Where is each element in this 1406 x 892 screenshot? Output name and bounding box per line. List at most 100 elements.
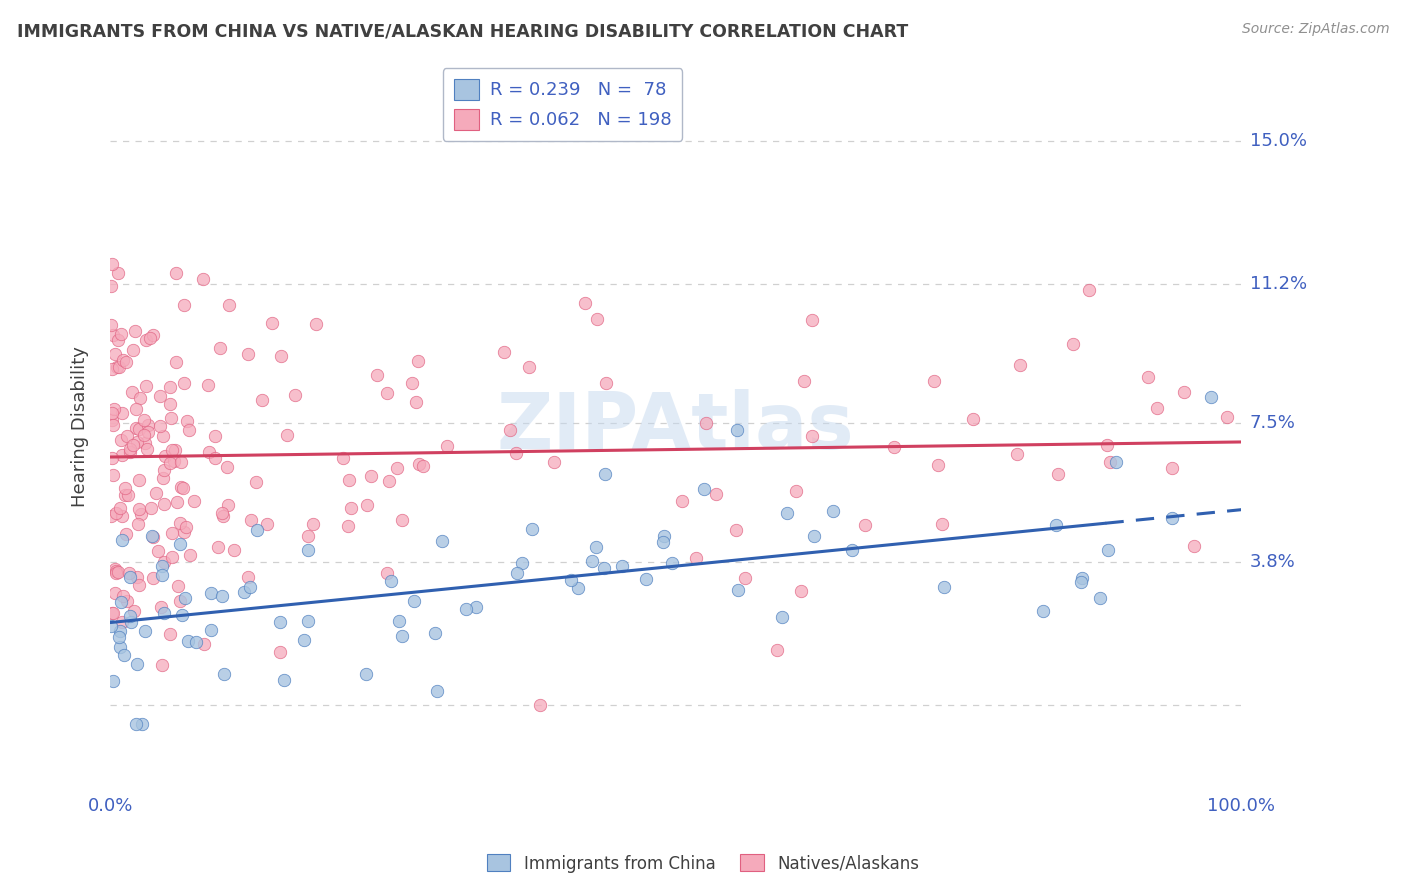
Text: Source: ZipAtlas.com: Source: ZipAtlas.com bbox=[1241, 22, 1389, 37]
Point bbox=[405, 395, 427, 409]
Point bbox=[135, 333, 157, 347]
Point bbox=[101, 606, 124, 620]
Point bbox=[104, 566, 127, 580]
Point bbox=[172, 481, 194, 495]
Point bbox=[212, 508, 235, 523]
Point bbox=[103, 467, 125, 482]
Point bbox=[121, 438, 143, 452]
Point bbox=[114, 527, 136, 541]
Point bbox=[179, 423, 201, 437]
Point bbox=[1078, 284, 1101, 298]
Point bbox=[1182, 539, 1205, 553]
Point bbox=[132, 413, 155, 427]
Point bbox=[1137, 370, 1160, 384]
Point bbox=[1046, 467, 1069, 481]
Point bbox=[1173, 384, 1195, 399]
Point bbox=[800, 428, 823, 442]
Point bbox=[169, 594, 191, 608]
Point bbox=[114, 481, 136, 495]
Point bbox=[152, 471, 174, 485]
Point bbox=[198, 445, 221, 459]
Point bbox=[385, 461, 408, 475]
Point bbox=[215, 460, 238, 475]
Point bbox=[127, 434, 149, 449]
Point bbox=[770, 610, 793, 624]
Point bbox=[191, 272, 214, 286]
Point bbox=[125, 570, 148, 584]
Point bbox=[153, 555, 176, 569]
Point bbox=[727, 582, 749, 597]
Point bbox=[734, 571, 756, 585]
Point bbox=[412, 458, 434, 473]
Point bbox=[104, 346, 127, 360]
Point bbox=[239, 580, 262, 594]
Text: 3.8%: 3.8% bbox=[1250, 553, 1295, 572]
Point bbox=[101, 362, 124, 376]
Point bbox=[236, 570, 259, 584]
Point bbox=[1161, 461, 1184, 475]
Legend: Immigrants from China, Natives/Alaskans: Immigrants from China, Natives/Alaskans bbox=[481, 847, 925, 880]
Point bbox=[107, 333, 129, 347]
Point bbox=[159, 380, 181, 394]
Point bbox=[132, 428, 155, 442]
Point bbox=[506, 566, 529, 580]
Point bbox=[110, 433, 132, 447]
Point bbox=[375, 566, 398, 580]
Point bbox=[148, 543, 170, 558]
Point bbox=[172, 608, 194, 623]
Point bbox=[356, 498, 378, 512]
Point bbox=[150, 600, 173, 615]
Point bbox=[853, 518, 876, 533]
Point bbox=[101, 257, 124, 271]
Point bbox=[927, 458, 949, 472]
Point bbox=[184, 635, 207, 649]
Point bbox=[105, 360, 128, 375]
Point bbox=[135, 442, 157, 457]
Point bbox=[105, 506, 128, 520]
Point bbox=[1071, 571, 1094, 585]
Point bbox=[207, 541, 229, 555]
Point bbox=[391, 629, 413, 643]
Point bbox=[111, 406, 134, 420]
Point bbox=[162, 454, 184, 468]
Point bbox=[339, 473, 361, 487]
Text: ZIPAtlas: ZIPAtlas bbox=[496, 389, 855, 465]
Point bbox=[337, 518, 360, 533]
Point bbox=[200, 586, 222, 600]
Point bbox=[173, 376, 195, 390]
Point bbox=[297, 528, 319, 542]
Point bbox=[211, 506, 233, 520]
Point bbox=[1097, 542, 1119, 557]
Point bbox=[145, 486, 167, 500]
Point bbox=[200, 623, 222, 637]
Point bbox=[1146, 401, 1168, 415]
Text: IMMIGRANTS FROM CHINA VS NATIVE/ALASKAN HEARING DISABILITY CORRELATION CHART: IMMIGRANTS FROM CHINA VS NATIVE/ALASKAN … bbox=[17, 22, 908, 40]
Point bbox=[103, 401, 125, 416]
Point bbox=[1032, 604, 1054, 618]
Point bbox=[522, 522, 544, 536]
Point bbox=[1062, 337, 1084, 351]
Point bbox=[1045, 517, 1067, 532]
Point bbox=[141, 501, 163, 516]
Point bbox=[519, 360, 541, 375]
Point bbox=[141, 529, 163, 543]
Point bbox=[150, 657, 173, 672]
Point bbox=[110, 595, 132, 609]
Point bbox=[142, 328, 165, 343]
Point bbox=[142, 571, 165, 585]
Point bbox=[785, 483, 807, 498]
Point bbox=[208, 341, 231, 355]
Point bbox=[821, 504, 844, 518]
Point bbox=[240, 513, 263, 527]
Point bbox=[931, 517, 953, 532]
Point bbox=[510, 556, 533, 570]
Point bbox=[222, 543, 245, 558]
Point bbox=[305, 317, 328, 331]
Point bbox=[652, 529, 675, 543]
Y-axis label: Hearing Disability: Hearing Disability bbox=[72, 346, 89, 508]
Point bbox=[170, 480, 193, 494]
Point bbox=[436, 439, 458, 453]
Point bbox=[276, 428, 298, 442]
Point bbox=[110, 501, 132, 516]
Point bbox=[273, 673, 295, 687]
